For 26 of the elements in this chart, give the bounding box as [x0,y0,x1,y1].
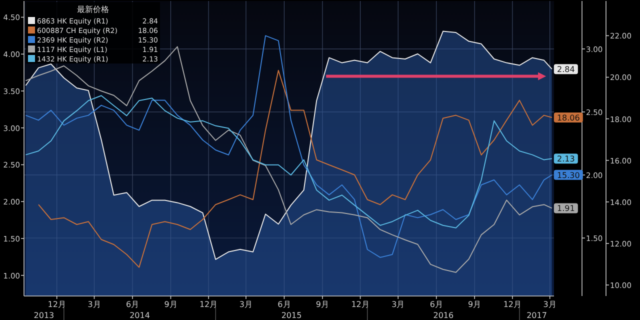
line-series [25,95,552,228]
x-tick-label: 6月 [126,300,140,309]
text: 2016 [433,311,454,320]
text: 2017 [526,311,547,320]
x-tick-label: 12月 [503,300,522,309]
x-tick-label: 9月 [316,300,330,309]
x-tick-label: 3月 [239,300,253,309]
x-tick-label: 6月 [278,300,291,309]
data-label: 15.30 [556,170,580,180]
text: 2013 [34,311,54,320]
data-label: 18.06 [556,114,580,123]
x-tick-label: 12月 [351,300,370,309]
text: 2014 [130,311,150,320]
x-tick-label: 3月 [88,300,101,309]
x-tick-label: 9月 [164,300,178,309]
data-label: 1.91 [557,204,575,214]
data-label: 2.84 [557,65,575,74]
x-tick-label: 3月 [543,300,556,309]
x-tick-label: 12月 [199,300,218,309]
x-tick-label: 6月 [430,300,443,309]
text: 2015 [281,311,302,320]
x-tick-label: 9月 [468,300,482,309]
legend-title: 最新价格 [77,5,109,14]
x-tick-label: 3月 [392,300,405,309]
x-tick-label: 12月 [48,300,66,309]
data-label: 2.13 [557,154,575,164]
